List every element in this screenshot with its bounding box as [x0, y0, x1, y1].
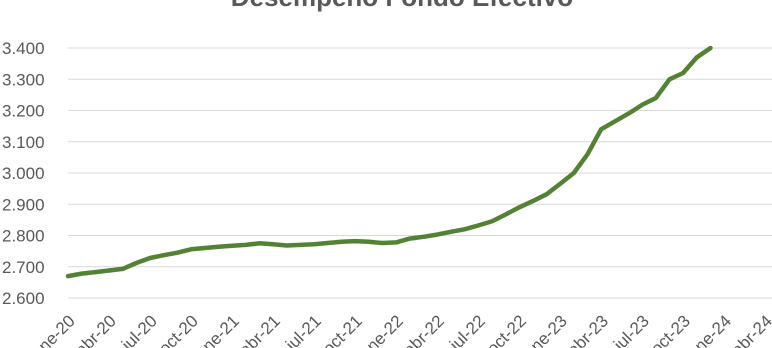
x-tick-label: abr-22 — [400, 311, 448, 348]
x-tick-label: jul-21 — [281, 311, 325, 348]
x-tick-label: oct-22 — [483, 311, 530, 348]
x-tick-label: oct-23 — [647, 311, 694, 348]
y-tick-label: 2.800 — [2, 227, 45, 246]
x-tick-label: ene-20 — [28, 311, 79, 348]
x-tick-label: oct-21 — [319, 311, 366, 348]
y-tick-label: 2.600 — [2, 289, 45, 308]
x-tick-label: ene-21 — [192, 311, 243, 348]
data-line — [65, 46, 713, 279]
x-tick-label: abr-23 — [564, 311, 612, 348]
x-tick-label: ene-23 — [520, 311, 571, 348]
y-tick-label: 3.400 — [2, 39, 45, 58]
y-tick-label: 3.000 — [2, 164, 45, 183]
y-tick-label: 2.900 — [2, 195, 45, 214]
y-tick-label: 3.200 — [2, 102, 45, 121]
x-tick-label: abr-20 — [72, 311, 120, 348]
y-tick-label: 3.300 — [2, 70, 45, 89]
x-tick-label: jul-23 — [609, 311, 653, 348]
chart-title: Desempeño Fondo Efectivo — [231, 0, 573, 12]
x-tick-label: oct-20 — [155, 311, 202, 348]
y-tick-label: 2.700 — [2, 258, 45, 277]
y-tick-label: 3.100 — [2, 133, 45, 152]
x-tick-label: abr-24 — [728, 311, 772, 348]
x-tick-label: ene-22 — [356, 311, 407, 348]
x-tick-label: jul-22 — [445, 311, 489, 348]
x-tick-label: ene-24 — [684, 311, 735, 348]
x-tick-label: abr-21 — [236, 311, 284, 348]
x-tick-label: jul-20 — [117, 311, 161, 348]
